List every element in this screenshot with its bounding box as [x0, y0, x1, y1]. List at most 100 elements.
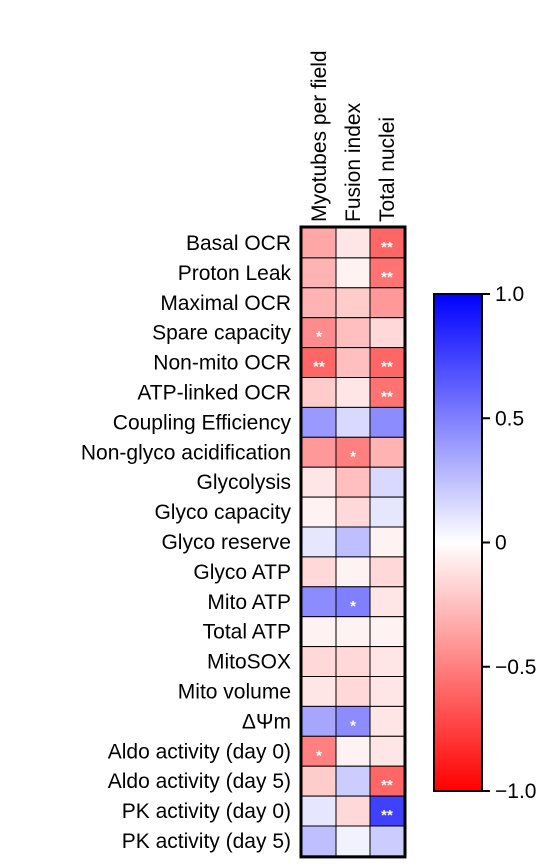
heatmap-cell — [335, 735, 371, 767]
heatmap-cell — [369, 556, 405, 588]
significance-marker: ** — [381, 388, 393, 405]
heatmap-cell — [369, 227, 405, 259]
significance-marker: * — [316, 747, 322, 764]
row-label: Spare capacity — [152, 322, 291, 345]
significance-marker: * — [350, 717, 356, 734]
heatmap-cell — [301, 526, 337, 558]
colorbar-tick-label: −0.5 — [495, 656, 536, 679]
heatmap-cell — [369, 676, 405, 707]
row-label: Glycolysis — [196, 471, 291, 494]
heatmap-cell — [335, 556, 371, 588]
heatmap-border — [299, 225, 407, 859]
heatmap-cell — [301, 616, 337, 648]
colorbar-gradient — [433, 293, 483, 792]
heatmap-cell — [301, 795, 337, 827]
heatmap-cell — [301, 436, 337, 468]
row-label: PK activity (day 5) — [122, 830, 291, 853]
row-label: PK activity (day 0) — [122, 800, 291, 823]
significance-marker: ** — [381, 807, 393, 824]
heatmap-cell — [369, 526, 405, 558]
row-label: ATP-linked OCR — [137, 381, 291, 404]
heatmap-cell — [369, 705, 405, 737]
heatmap-cell — [301, 586, 337, 618]
heatmap-cell — [369, 795, 405, 827]
heatmap-cell — [335, 257, 371, 289]
colorbar-tick-label: −1.0 — [495, 780, 536, 803]
heatmap-cell — [335, 676, 371, 707]
heatmap-cell — [335, 377, 371, 408]
heatmap-cell — [369, 735, 405, 767]
row-labels: Basal OCR Proton Leak Maximal OCR Spare cap… — [81, 232, 292, 853]
row-label: Coupling Efficiency — [113, 411, 292, 434]
row-label: Aldo activity (day 0) — [108, 740, 291, 763]
heatmap-cell — [369, 406, 405, 438]
heatmap-cell — [335, 347, 371, 379]
heatmap-cell — [301, 466, 337, 498]
heatmap-cell — [301, 556, 337, 588]
heatmap-cell — [335, 586, 371, 618]
heatmap-cell — [335, 526, 371, 558]
heatmap-cell — [369, 616, 405, 648]
heatmap-cell — [369, 646, 405, 677]
heatmap-cell — [369, 377, 405, 408]
heatmap-cell — [335, 646, 371, 677]
heatmap-cell — [301, 257, 337, 289]
row-label: Glyco ATP — [193, 561, 291, 584]
heatmap-cell — [369, 257, 405, 289]
colorbar-tick-label: 1.0 — [495, 283, 524, 306]
row-label: Basal OCR — [186, 232, 291, 255]
heatmap-cell — [301, 406, 337, 438]
row-label: Total ATP — [203, 621, 291, 644]
heatmap-cell — [335, 466, 371, 498]
row-label: Proton Leak — [178, 262, 292, 285]
heatmap-cell — [301, 676, 337, 707]
heatmap-cell — [301, 496, 337, 528]
heatmap-cell — [369, 496, 405, 528]
heatmap-cell — [301, 377, 337, 408]
significance-marker: ** — [313, 359, 325, 376]
heatmap-cell — [301, 287, 337, 319]
row-label: Mito ATP — [207, 591, 291, 614]
significance-marker: * — [350, 598, 356, 615]
row-label: Mito volume — [178, 680, 291, 703]
heatmap-cell — [335, 227, 371, 259]
heatmap-cell — [369, 466, 405, 498]
significance-marker: ** — [381, 239, 393, 256]
heatmap-cell — [335, 616, 371, 648]
heatmap-cell — [369, 825, 405, 857]
heatmap-cell — [301, 227, 337, 259]
row-label: Aldo activity (day 5) — [108, 770, 291, 793]
column-labels: Myotubes per field Fusion index Total nucl… — [308, 50, 399, 222]
heatmap-cell — [301, 705, 337, 737]
significance-marker: ** — [381, 777, 393, 794]
row-label: MitoSOX — [207, 651, 291, 674]
heatmap-cell — [335, 765, 371, 797]
heatmap-cell — [335, 317, 371, 349]
row-label: ΔΨm — [242, 710, 291, 733]
column-label: Total nuclei — [376, 117, 399, 222]
column-label: Myotubes per field — [308, 50, 331, 222]
row-label: Glyco reserve — [161, 531, 291, 554]
column-label: Fusion index — [342, 102, 365, 222]
heatmap-cell — [301, 825, 337, 857]
heatmap-cell — [335, 825, 371, 857]
significance-marker: * — [316, 329, 322, 346]
colorbar: 1.0 0.5 0 −0.5 −1.0 — [433, 283, 536, 803]
heatmap-cell — [369, 586, 405, 618]
heatmap-cells: ******* ************ — [301, 227, 405, 857]
significance-marker: ** — [381, 269, 393, 286]
heatmap-cell — [369, 436, 405, 468]
heatmap-cell — [301, 765, 337, 797]
heatmap-cell — [301, 646, 337, 677]
heatmap-cell — [369, 317, 405, 349]
heatmap-cell — [335, 496, 371, 528]
row-label: Non-mito OCR — [153, 352, 291, 375]
colorbar-tick-label: 0.5 — [495, 407, 524, 430]
significance-marker: ** — [381, 359, 393, 376]
heatmap-cell — [335, 406, 371, 438]
colorbar-tick-label: 0 — [495, 532, 507, 555]
row-label: Non-glyco acidification — [81, 441, 291, 464]
row-label: Maximal OCR — [160, 292, 291, 315]
heatmap-cell — [369, 287, 405, 319]
heatmap-cell — [335, 795, 371, 827]
